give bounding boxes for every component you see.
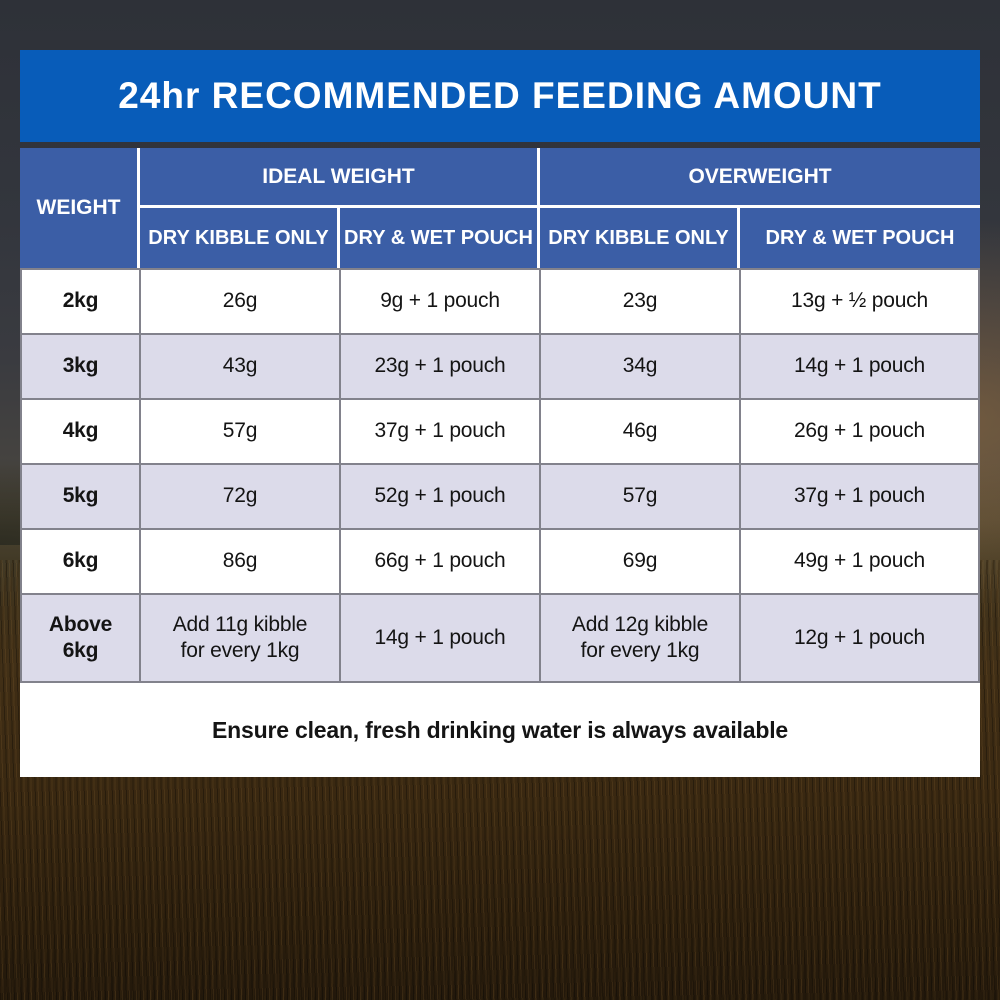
column-header-over-dry-kibble: DRY KIBBLE ONLY [540, 208, 740, 268]
value-cell: 86g [141, 530, 339, 593]
value-cell: 37g + 1 pouch [741, 465, 978, 528]
value-cell: Add 12g kibble for every 1kg [541, 595, 739, 681]
page-title: 24hr RECOMMENDED FEEDING AMOUNT [118, 75, 882, 116]
value-cell: 37g + 1 pouch [341, 400, 539, 463]
weight-cell: 2kg [22, 270, 139, 333]
weight-cell: Above 6kg [22, 595, 139, 681]
value-cell: 57g [141, 400, 339, 463]
value-cell: 13g + ½ pouch [741, 270, 978, 333]
weight-cell: 3kg [22, 335, 139, 398]
column-header-over-dry-wet: DRY & WET POUCH [765, 226, 955, 249]
value-cell: 72g [141, 465, 339, 528]
table-header: WEIGHT IDEAL WEIGHT OVERWEIGHT DRY KIBBL… [20, 148, 980, 268]
value-cell: 23g [541, 270, 739, 333]
weight-cell: 5kg [22, 465, 139, 528]
value-cell: Add 11g kibble for every 1kg [141, 595, 339, 681]
weight-cell: 4kg [22, 400, 139, 463]
value-cell: 66g + 1 pouch [341, 530, 539, 593]
value-cell: 14g + 1 pouch [741, 335, 978, 398]
value-cell: 12g + 1 pouch [741, 595, 978, 681]
value-cell: 9g + 1 pouch [341, 270, 539, 333]
value-cell: 52g + 1 pouch [341, 465, 539, 528]
column-header-ideal-dry-wet: DRY & WET POUCH [340, 208, 540, 268]
column-group-overweight: OVERWEIGHT [540, 148, 980, 208]
footnote-bar: Ensure clean, fresh drinking water is al… [20, 683, 980, 777]
value-cell: 46g [541, 400, 739, 463]
weight-cell: 6kg [22, 530, 139, 593]
value-cell: 14g + 1 pouch [341, 595, 539, 681]
value-cell: 34g [541, 335, 739, 398]
value-cell: 69g [541, 530, 739, 593]
value-cell: 26g + 1 pouch [741, 400, 978, 463]
feeding-table: WEIGHT IDEAL WEIGHT OVERWEIGHT DRY KIBBL… [20, 148, 980, 777]
value-cell: 23g + 1 pouch [341, 335, 539, 398]
value-cell: 26g [141, 270, 339, 333]
value-cell: 43g [141, 335, 339, 398]
table-body: 2kg 26g 9g + 1 pouch 23g 13g + ½ pouch 3… [20, 268, 980, 683]
water-note: Ensure clean, fresh drinking water is al… [212, 716, 788, 743]
column-group-ideal-weight: IDEAL WEIGHT [140, 148, 540, 208]
title-banner: 24hr RECOMMENDED FEEDING AMOUNT [20, 50, 980, 142]
value-cell: 49g + 1 pouch [741, 530, 978, 593]
column-header-ideal-dry-kibble: DRY KIBBLE ONLY [140, 208, 340, 268]
value-cell: 57g [541, 465, 739, 528]
column-header-weight: WEIGHT [20, 148, 140, 268]
